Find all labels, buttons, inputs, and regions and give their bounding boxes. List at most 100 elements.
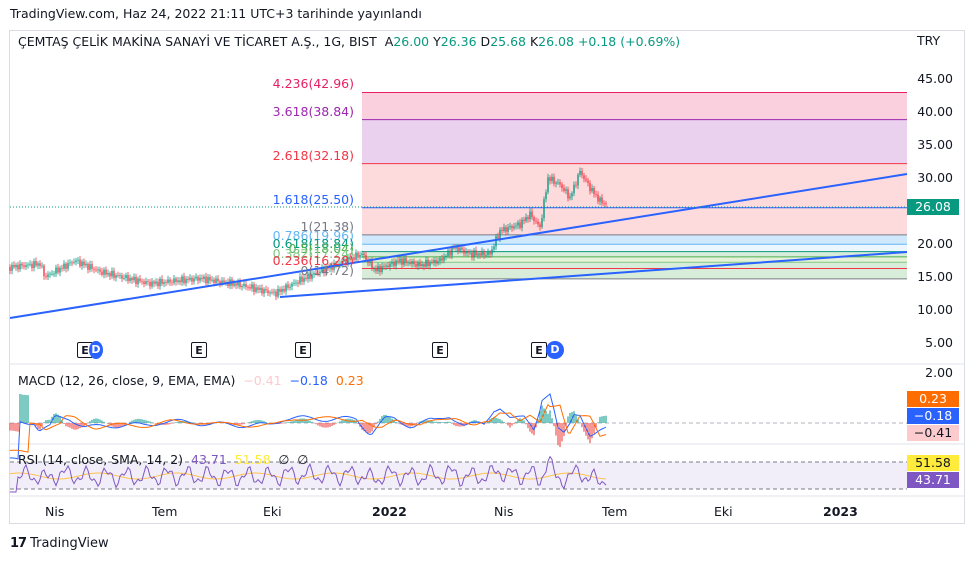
candle-body: [565, 189, 567, 191]
candle-body: [459, 247, 461, 252]
candle-body: [61, 267, 63, 269]
macd-hist-bar: [133, 419, 135, 423]
macd-hist-bar: [149, 421, 151, 423]
candle-body: [45, 276, 47, 278]
earnings-icon[interactable]: E: [295, 342, 311, 358]
time-tick: Eki: [263, 504, 282, 519]
candle-body: [441, 258, 443, 261]
candle-body: [219, 281, 221, 284]
candle-body: [481, 251, 483, 256]
trend-lines[interactable]: [9, 173, 908, 319]
candle-body: [433, 259, 435, 263]
macd-hist-bar: [363, 423, 365, 432]
macd-hist-bar: [527, 423, 529, 429]
macd-hist-bar: [549, 410, 551, 423]
symbol-title[interactable]: ÇEMTAŞ ÇELİK MAKİNA SANAYİ VE TİCARET A.…: [18, 34, 377, 49]
fib-retracement[interactable]: [362, 91, 907, 280]
rsi-title[interactable]: RSI (14, close, SMA, 14, 2): [18, 452, 184, 467]
candle-body: [449, 250, 451, 256]
candle-body: [143, 281, 145, 284]
macd-hist-bar: [281, 423, 283, 424]
candle-body: [215, 278, 217, 283]
candle-body: [535, 220, 537, 222]
macd-hist-bar: [571, 412, 573, 423]
macd-title[interactable]: MACD (12, 26, close, 9, EMA, EMA): [18, 373, 236, 388]
candle-body: [487, 252, 489, 256]
low-value: 25.68: [490, 34, 526, 49]
macd-hist-bar: [553, 423, 555, 427]
candle-body: [41, 265, 43, 267]
candle-body: [303, 277, 305, 282]
macd-hist-bar: [435, 421, 437, 423]
macd-hist-bar: [331, 423, 333, 427]
earnings-icon[interactable]: E: [432, 342, 448, 358]
candle-body: [445, 256, 447, 257]
candle-body: [149, 281, 151, 287]
trend-line-lower[interactable]: [279, 251, 908, 298]
dividend-icon[interactable]: D: [89, 341, 103, 359]
macd-hist-bar: [107, 423, 109, 425]
macd-hist-bar: [261, 420, 263, 423]
candle-body: [179, 280, 181, 283]
tradingview-logo[interactable]: 17 TradingView: [10, 536, 109, 551]
macd-hist-bar: [577, 418, 579, 423]
candle-body: [347, 256, 349, 264]
dividend-icon[interactable]: D: [546, 341, 564, 359]
candle-body: [281, 288, 283, 292]
open-value: 26.00: [393, 34, 430, 49]
macd-hist-bar: [409, 423, 411, 427]
macd-hist-bar: [495, 417, 497, 423]
candle-body: [291, 283, 293, 287]
trend-line-upper[interactable]: [9, 173, 908, 319]
candle-body: [335, 262, 337, 265]
candle-body: [49, 273, 51, 275]
macd-hist-bar: [555, 423, 557, 436]
macd-hist-bar: [439, 421, 441, 423]
change-value: +0.18 (+0.69%): [577, 34, 681, 49]
price-tick: 30.00: [917, 170, 953, 185]
macd-hist-bar: [101, 420, 103, 423]
macd-hist-bar: [339, 421, 341, 423]
macd-hist-bar: [93, 418, 95, 423]
macd-hist-bar: [381, 416, 383, 423]
price-tick: 15.00: [917, 269, 953, 284]
rsi-value: 43.71: [191, 452, 227, 467]
macd-hist-bar: [375, 423, 377, 425]
candle-body: [409, 262, 411, 265]
fib-level-label: 0(14.72): [300, 262, 355, 278]
macd-hist-bar: [583, 423, 585, 432]
candle-body: [425, 259, 427, 267]
candle-body: [571, 193, 573, 197]
macd-hist-bar: [67, 423, 69, 427]
candle-body: [217, 278, 219, 282]
candle-body: [33, 261, 35, 269]
candle-body: [553, 176, 555, 184]
macd-hist-bar: [23, 394, 25, 423]
candle-body: [295, 282, 297, 284]
macd-hist-bar: [77, 423, 79, 430]
macd-hist-bar: [497, 418, 499, 423]
candle-body: [71, 262, 73, 264]
macd-hist-bar: [365, 423, 367, 433]
candle-body: [53, 273, 55, 275]
candle-body: [225, 281, 227, 283]
time-tick: Tem: [152, 504, 178, 519]
earnings-icon[interactable]: E: [531, 342, 547, 358]
candle-body: [387, 265, 389, 268]
candle-body: [263, 289, 265, 294]
macd-hist-bar: [473, 420, 475, 423]
macd-hist-bar: [601, 416, 603, 423]
earnings-icon[interactable]: E: [191, 342, 207, 358]
macd-hist-bar: [499, 419, 501, 423]
candle-body: [545, 192, 547, 200]
candle-body: [191, 277, 193, 282]
macd-hist-value: −0.41: [243, 373, 282, 388]
candle-body: [37, 263, 39, 266]
macd-hist-bar: [321, 423, 323, 428]
macd-hist-bar: [307, 419, 309, 423]
macd-hist-bar: [139, 418, 141, 423]
macd-hist-bar: [597, 422, 599, 423]
candle-body: [161, 278, 163, 284]
candle-body: [497, 236, 499, 239]
